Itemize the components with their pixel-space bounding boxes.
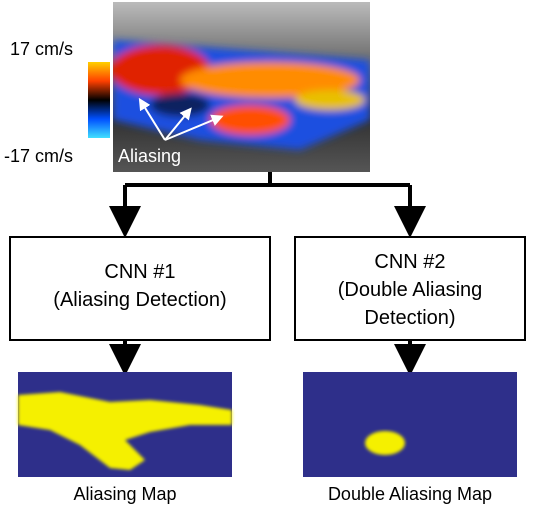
colorbar-min: -17 cm/s xyxy=(4,146,73,166)
double-aliasing-map xyxy=(303,372,517,477)
node-line: Detection) xyxy=(364,307,455,329)
node-line: (Double Aliasing xyxy=(338,279,483,301)
node-line: (Aliasing Detection) xyxy=(53,289,226,311)
output-label: Aliasing Map xyxy=(73,484,176,504)
diagram: 17 cm/s -17 cm/s Aliasing CNN #1 (Aliasi… xyxy=(0,0,533,508)
aliasing-annotation: Aliasing xyxy=(118,146,181,166)
colorbar-max: 17 cm/s xyxy=(10,39,73,59)
output-label: Double Aliasing Map xyxy=(328,484,492,504)
colorbar xyxy=(88,62,110,138)
node-title: CNN #1 xyxy=(104,261,175,283)
aliasing-map xyxy=(18,372,232,477)
page: 17 cm/s -17 cm/s Aliasing CNN #1 (Aliasi… xyxy=(0,0,533,508)
node-title: CNN #2 xyxy=(374,251,445,273)
